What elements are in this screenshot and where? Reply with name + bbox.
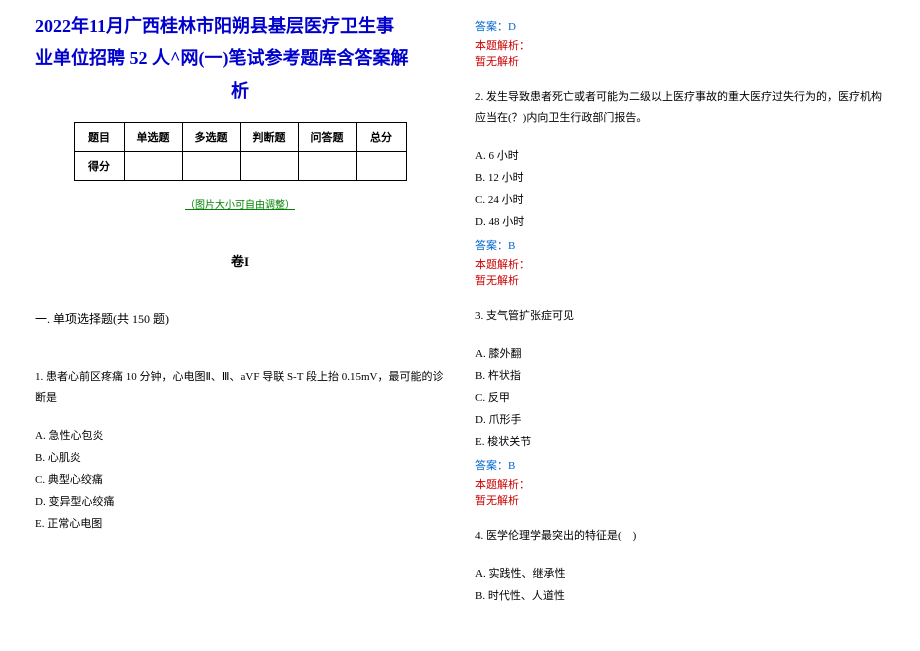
option: A. 膝外翻 xyxy=(475,345,885,361)
question-3: 3. 支气管扩张症可见 xyxy=(475,306,885,327)
table-header: 多选题 xyxy=(182,123,240,152)
analysis-label: 本题解析： xyxy=(475,256,885,272)
analysis-text: 暂无解析 xyxy=(475,272,885,288)
table-header-row: 题目 单选题 多选题 判断题 问答题 总分 xyxy=(74,123,406,152)
option: A. 实践性、继承性 xyxy=(475,565,885,581)
section-title: 一. 单项选择题(共 150 题) xyxy=(35,310,445,327)
left-column: 2022年11月广西桂林市阳朔县基层医疗卫生事 业单位招聘 52 人^网(一)笔… xyxy=(20,10,460,641)
option: C. 典型心绞痛 xyxy=(35,471,445,487)
question-stem: 患者心前区疼痛 10 分钟，心电图Ⅱ、Ⅲ、aVF 导联 S-T 段上抬 0.15… xyxy=(35,371,444,404)
question-num: 4. xyxy=(475,530,483,542)
option: A. 6 小时 xyxy=(475,147,885,163)
table-header: 判断题 xyxy=(240,123,298,152)
option: D. 48 小时 xyxy=(475,213,885,229)
title-line2: 业单位招聘 52 人^网(一)笔试参考题库含答案解 xyxy=(35,48,408,68)
title-line1: 2022年11月广西桂林市阳朔县基层医疗卫生事 xyxy=(35,16,394,36)
question-num: 2. xyxy=(475,91,483,103)
table-score-row: 得分 xyxy=(74,152,406,181)
option: E. 梭状关节 xyxy=(475,433,885,449)
adjust-note: （图片大小可自由调整） xyxy=(35,196,445,211)
question-stem: 发生导致患者死亡或者可能为二级以上医疗事故的重大医疗过失行为的，医疗机构应当在(… xyxy=(475,91,882,124)
title-line3: 析 xyxy=(231,81,249,101)
analysis-label: 本题解析： xyxy=(475,37,885,53)
table-cell xyxy=(182,152,240,181)
question-1: 1. 患者心前区疼痛 10 分钟，心电图Ⅱ、Ⅲ、aVF 导联 S-T 段上抬 0… xyxy=(35,367,445,409)
option: B. 心肌炎 xyxy=(35,449,445,465)
table-cell xyxy=(124,152,182,181)
table-row-label: 得分 xyxy=(74,152,124,181)
table-cell xyxy=(298,152,356,181)
answer-text: 答案：B xyxy=(475,457,885,473)
score-table: 题目 单选题 多选题 判断题 问答题 总分 得分 xyxy=(74,122,407,181)
option: B. 时代性、人道性 xyxy=(475,587,885,603)
option: C. 反甲 xyxy=(475,389,885,405)
exam-title: 2022年11月广西桂林市阳朔县基层医疗卫生事 业单位招聘 52 人^网(一)笔… xyxy=(35,10,445,107)
option: B. 杵状指 xyxy=(475,367,885,383)
question-stem: 支气管扩张症可见 xyxy=(486,310,574,322)
question-4: 4. 医学伦理学最突出的特征是( ) xyxy=(475,526,885,547)
answer-text: 答案：D xyxy=(475,18,885,34)
option: C. 24 小时 xyxy=(475,191,885,207)
option: D. 变异型心绞痛 xyxy=(35,493,445,509)
question-num: 1. xyxy=(35,371,43,383)
option: B. 12 小时 xyxy=(475,169,885,185)
table-header: 问答题 xyxy=(298,123,356,152)
option: A. 急性心包炎 xyxy=(35,427,445,443)
question-num: 3. xyxy=(475,310,483,322)
option: D. 爪形手 xyxy=(475,411,885,427)
table-header: 总分 xyxy=(356,123,406,152)
question-stem: 医学伦理学最突出的特征是( ) xyxy=(486,530,636,542)
analysis-text: 暂无解析 xyxy=(475,492,885,508)
table-cell xyxy=(356,152,406,181)
right-column: 答案：D 本题解析： 暂无解析 2. 发生导致患者死亡或者可能为二级以上医疗事故… xyxy=(460,10,900,641)
option: E. 正常心电图 xyxy=(35,515,445,531)
analysis-text: 暂无解析 xyxy=(475,53,885,69)
question-2: 2. 发生导致患者死亡或者可能为二级以上医疗事故的重大医疗过失行为的，医疗机构应… xyxy=(475,87,885,129)
table-header: 题目 xyxy=(74,123,124,152)
analysis-label: 本题解析： xyxy=(475,476,885,492)
answer-text: 答案：B xyxy=(475,237,885,253)
table-header: 单选题 xyxy=(124,123,182,152)
table-cell xyxy=(240,152,298,181)
volume-label: 卷I xyxy=(35,251,445,270)
